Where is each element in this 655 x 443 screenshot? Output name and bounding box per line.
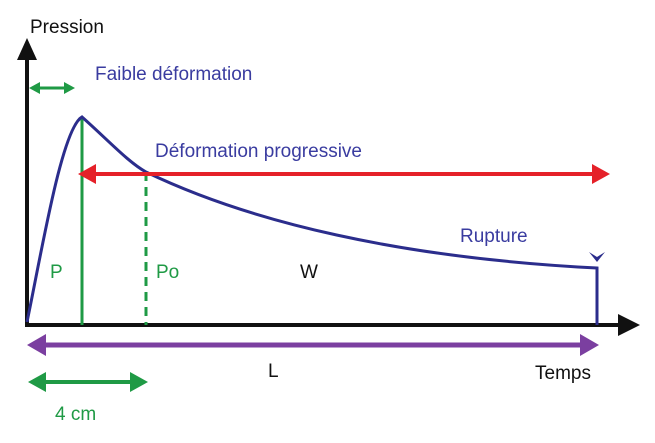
- p-label: P: [50, 262, 63, 283]
- y-arrowhead: [17, 38, 37, 60]
- curve: [25, 115, 599, 325]
- l-label: L: [268, 361, 279, 382]
- faible-label: Faible déformation: [95, 64, 252, 85]
- faible-arrowheads: [29, 82, 75, 94]
- progressive-label: Déformation progressive: [155, 141, 362, 162]
- scale-label: 4 cm: [55, 404, 96, 425]
- x-label: Temps: [535, 363, 591, 384]
- rupture-label: Rupture: [460, 226, 528, 247]
- w-label: W: [300, 262, 318, 283]
- rupture-marker: [589, 252, 605, 262]
- po-label: Po: [156, 262, 179, 283]
- x-arrowhead: [618, 314, 640, 336]
- y-label: Pression: [30, 17, 104, 38]
